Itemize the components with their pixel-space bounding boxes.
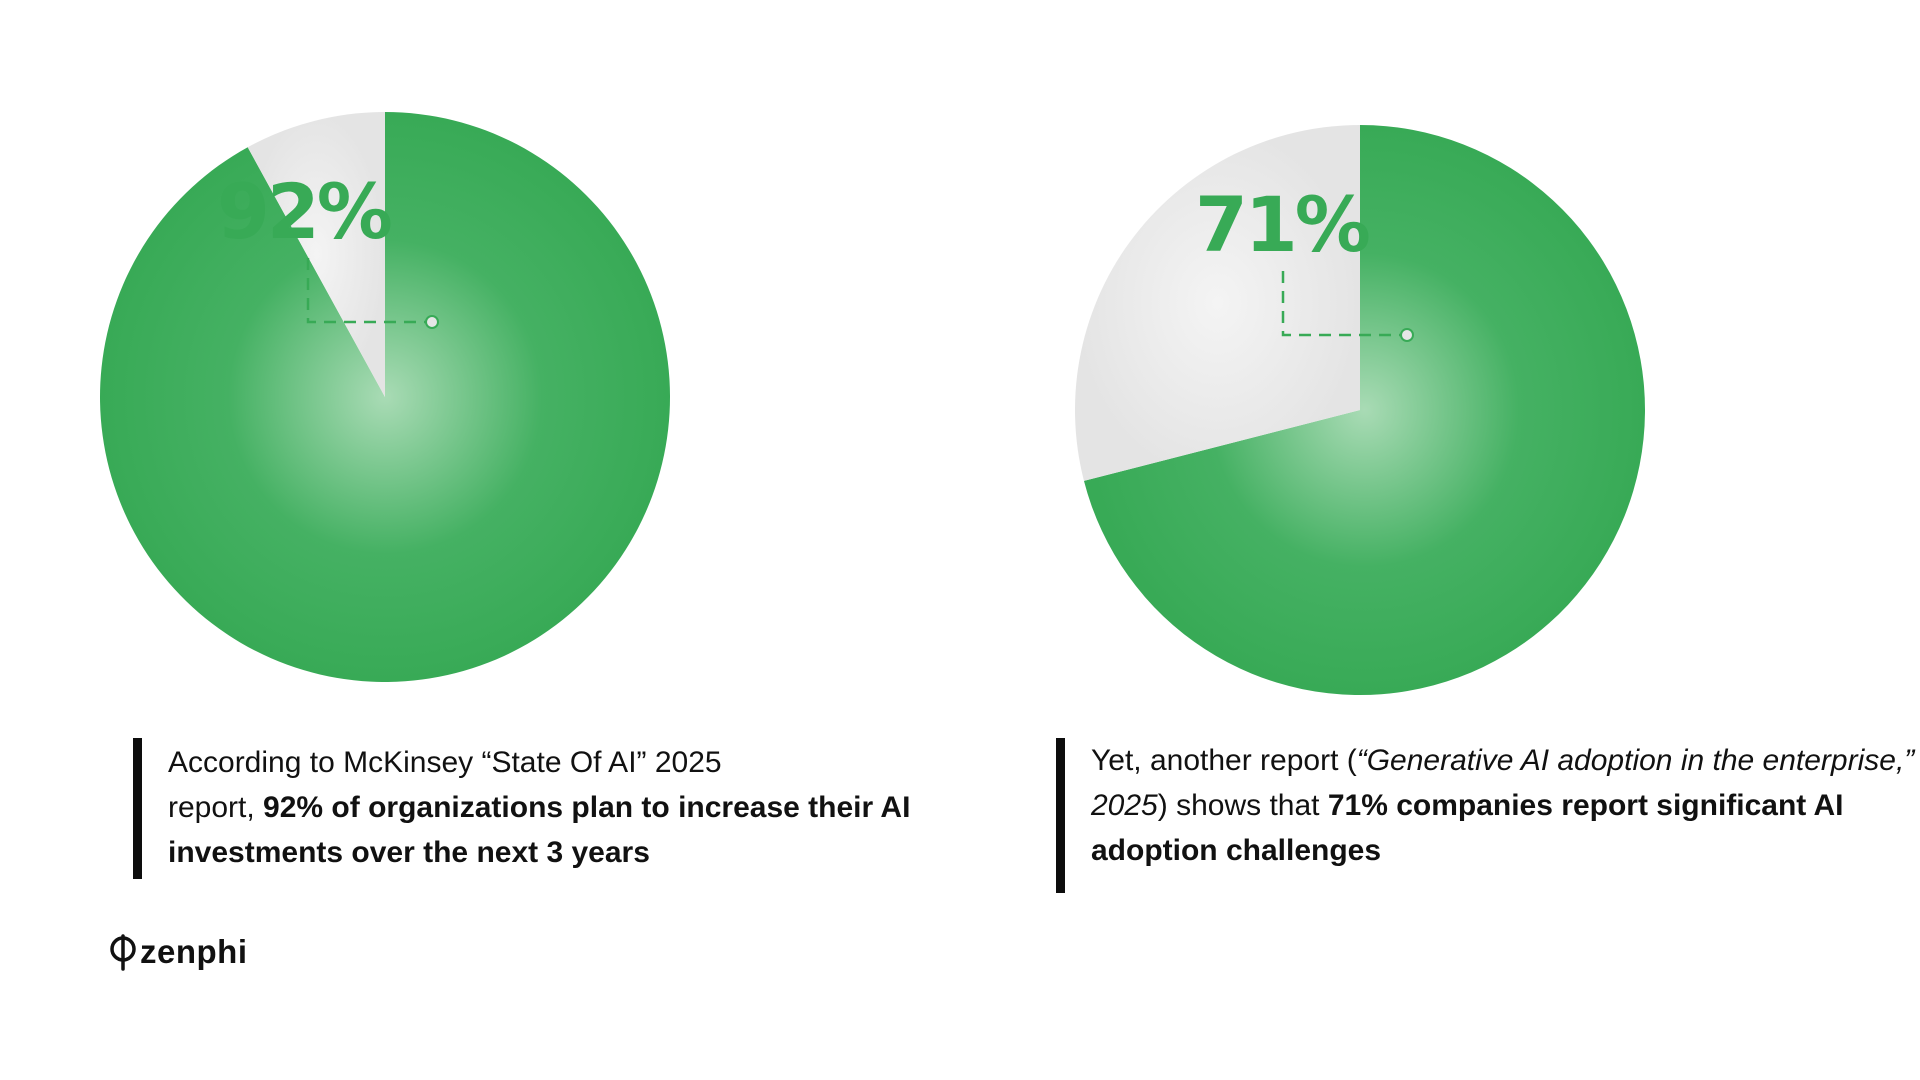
pie-slice-left-0 — [99, 112, 670, 682]
leader-line-left — [306, 258, 439, 329]
caption-right-source: “Generative AI adoption in the enterpris… — [1091, 744, 1915, 822]
caption-left-highlight: 92% of organizations plan to increase th… — [168, 791, 911, 869]
brand-name: zenphi — [140, 933, 248, 970]
caption-right-text-2: ) shows that — [1157, 789, 1328, 822]
pie-label-left: 92% — [217, 167, 391, 256]
pie-slice-left-1 — [247, 112, 385, 397]
caption-right: Yet, another report (“Generative AI adop… — [1056, 738, 1920, 893]
caption-right-text: Yet, another report ( — [1091, 744, 1357, 777]
caption-left: According to McKinsey “State Of AI” 2025… — [133, 738, 928, 879]
pie-slice-right-0 — [1083, 125, 1645, 695]
leader-line-right — [1281, 271, 1414, 342]
caption-right-highlight: 71% companies report significant AI adop… — [1091, 789, 1844, 867]
brand-logo: zenphi — [108, 932, 248, 972]
pie-slice-right-1 — [1075, 125, 1360, 481]
phi-logo-icon — [110, 934, 136, 971]
caption-left-line1: According to McKinsey “State Of AI” 2025 — [168, 746, 722, 779]
pie-chart-right: 71% — [1075, 125, 1645, 695]
pie-label-right: 71% — [1195, 180, 1369, 269]
pie-chart-left: 92% — [99, 112, 670, 682]
caption-left-text: report, — [168, 791, 264, 824]
